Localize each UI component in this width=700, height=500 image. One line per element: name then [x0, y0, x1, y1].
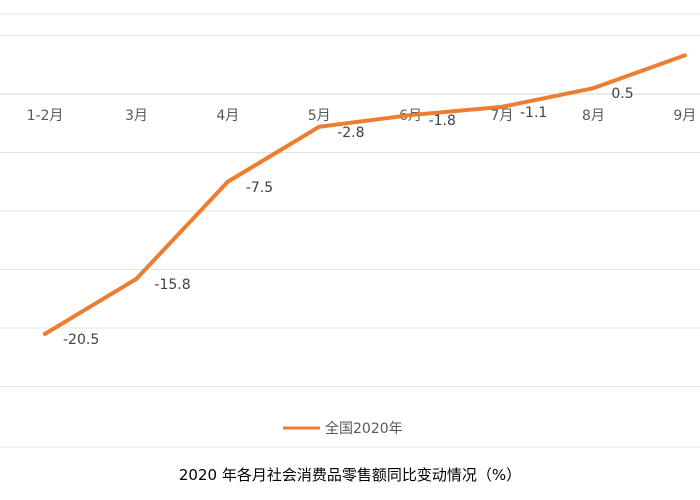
x-tick-label: 3月	[125, 108, 148, 124]
data-label: -2.8	[337, 125, 364, 141]
series-area	[43, 53, 687, 336]
data-label: -1.1	[520, 105, 547, 121]
gridlines	[0, 13, 700, 448]
data-point	[408, 113, 413, 118]
x-tick-label: 9月	[673, 108, 696, 124]
data-point	[591, 86, 596, 91]
legend: 全国2020年	[283, 420, 403, 437]
data-point	[225, 179, 230, 184]
x-axis: 1-2月3月4月5月6月7月8月9月	[27, 108, 697, 124]
data-label: -15.8	[154, 277, 190, 293]
x-tick-label: 7月	[491, 108, 514, 124]
series-line	[43, 53, 687, 336]
legend-label: 全国2020年	[325, 420, 403, 437]
data-point	[682, 53, 687, 58]
x-tick-label: 5月	[308, 108, 331, 124]
data-point	[500, 104, 504, 109]
data-label: -20.5	[63, 332, 99, 348]
x-tick-label: 1-2月	[27, 108, 64, 124]
data-point	[317, 124, 322, 129]
data-labels: -20.5 -15.8 -7.5 -2.8 -1.8 -1.1 0.5	[63, 86, 634, 348]
data-point	[43, 331, 47, 336]
x-tick-label: 4月	[216, 108, 239, 124]
chart-title: 2020 年各月社会消费品零售额同比变动情况（%）	[179, 466, 521, 484]
data-point	[134, 276, 139, 281]
data-label: -1.8	[429, 113, 456, 129]
x-tick-label: 8月	[582, 108, 605, 124]
data-label: 0.5	[611, 86, 633, 102]
data-label: -7.5	[246, 180, 273, 196]
